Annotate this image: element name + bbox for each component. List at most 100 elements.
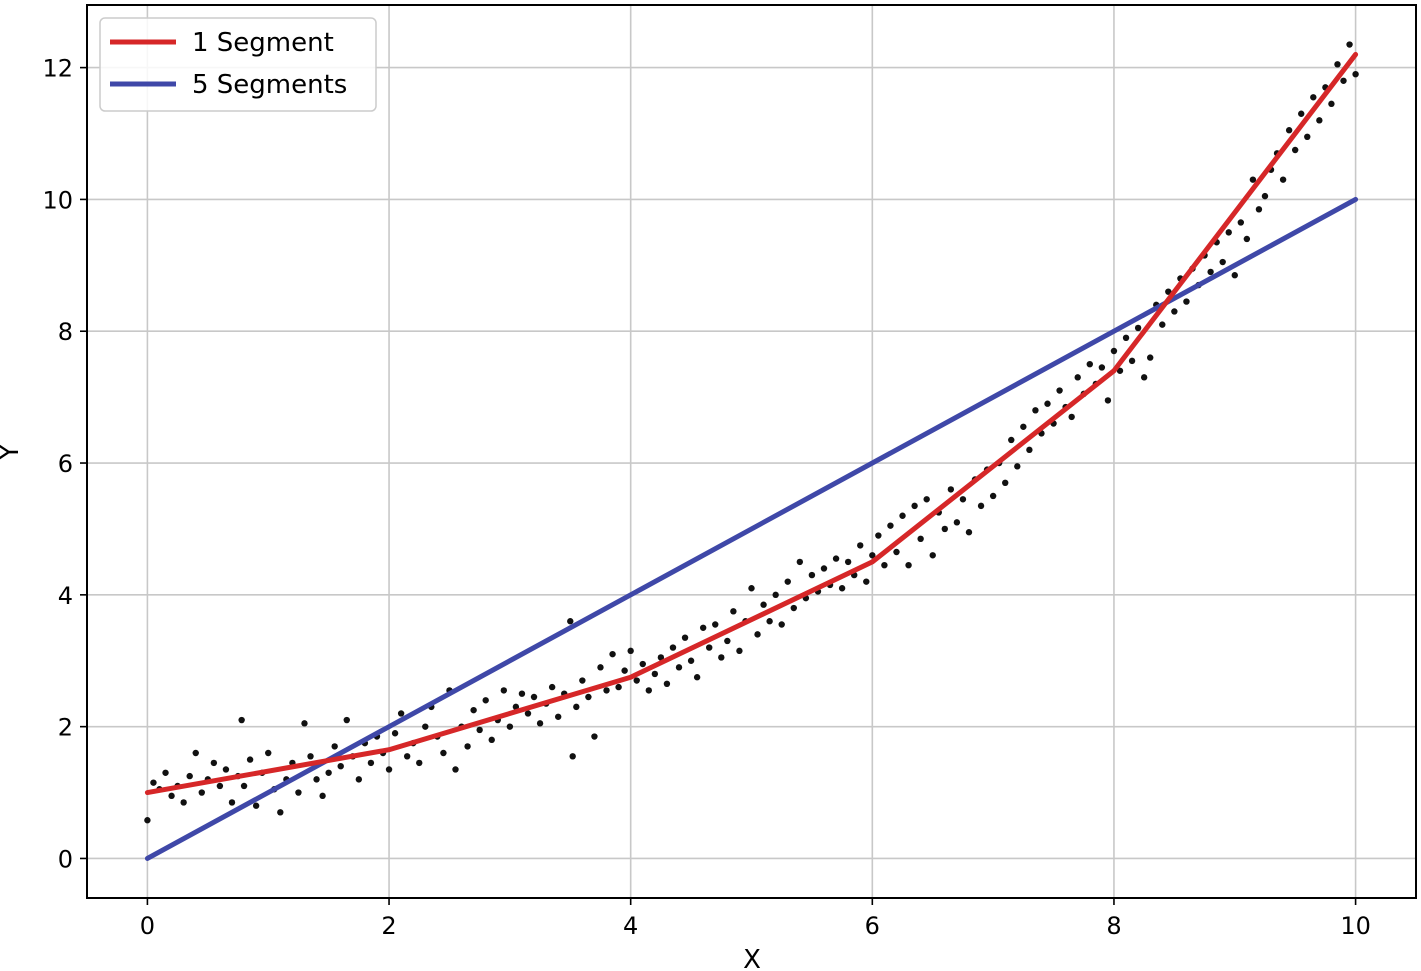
scatter-point xyxy=(216,782,224,790)
scatter-point xyxy=(180,799,187,806)
scatter-points xyxy=(144,41,1359,824)
scatter-point xyxy=(1032,407,1039,414)
scatter-point xyxy=(252,802,260,809)
scatter-point xyxy=(796,558,804,566)
scatter-point xyxy=(313,776,320,783)
scatter-point xyxy=(1352,70,1359,78)
scatter-point xyxy=(1159,321,1166,328)
scatter-point xyxy=(325,769,332,776)
scatter-point xyxy=(470,706,477,714)
scatter-point xyxy=(1056,387,1063,394)
scatter-point xyxy=(403,753,411,760)
scatter-point xyxy=(838,585,846,592)
scatter-point xyxy=(397,710,405,717)
scatter-point xyxy=(1255,206,1263,213)
scatter-point xyxy=(893,548,900,556)
scatter-point xyxy=(1171,308,1178,315)
scatter-point xyxy=(1298,110,1305,117)
scatter-point xyxy=(669,644,677,651)
scatter-point xyxy=(1008,436,1015,444)
scatter-point xyxy=(500,687,508,694)
scatter-point xyxy=(1074,374,1081,381)
scatter-point xyxy=(1346,41,1353,48)
scatter-point xyxy=(1026,446,1033,454)
scatter-point xyxy=(506,723,514,730)
scatter-point xyxy=(947,486,955,493)
scatter-point xyxy=(1334,61,1341,68)
scatter-point xyxy=(277,809,284,816)
scatter-point xyxy=(150,779,157,786)
scatter-point xyxy=(1140,374,1148,381)
scatter-point xyxy=(385,766,393,773)
scatter-point xyxy=(899,512,906,519)
scatter-point xyxy=(1316,117,1323,124)
x-tick-label: 10 xyxy=(1340,912,1371,940)
legend: 1 Segment 5 Segments xyxy=(99,17,377,112)
x-tick-label: 8 xyxy=(1106,912,1121,940)
series-lines xyxy=(144,51,1359,861)
scatter-point xyxy=(784,578,791,585)
scatter-point xyxy=(941,525,949,533)
scatter-point xyxy=(1237,219,1245,226)
scatter-point xyxy=(645,687,653,694)
scatter-point xyxy=(869,552,876,559)
scatter-point xyxy=(1044,400,1051,407)
scatter-point xyxy=(1207,268,1214,276)
scatter-point xyxy=(1328,100,1335,108)
scatter-point xyxy=(1014,463,1021,470)
scatter-point xyxy=(246,756,254,763)
scatter-point xyxy=(959,496,967,503)
y-axis-label: Y xyxy=(0,444,25,461)
scatter-point xyxy=(808,571,816,579)
scatter-point xyxy=(1225,229,1232,236)
scatter-point xyxy=(1285,127,1293,134)
scatter-point xyxy=(724,637,731,645)
scatter-point xyxy=(923,496,930,503)
axis-ticks: 0 2 4 6 8 10 0 2 4 6 8 10 12 xyxy=(42,55,1370,940)
y-tick-label: 8 xyxy=(58,318,73,346)
scatter-point xyxy=(228,799,236,806)
scatter-point xyxy=(518,690,526,697)
scatter-point xyxy=(1340,77,1347,84)
scatter-point xyxy=(820,565,828,572)
scatter-point xyxy=(1279,176,1287,183)
scatter-point xyxy=(609,650,616,658)
scatter-point xyxy=(857,542,864,549)
scatter-point xyxy=(736,647,743,655)
x-tick-label: 4 xyxy=(623,912,638,940)
scatter-point xyxy=(367,759,375,767)
scatter-point xyxy=(343,716,350,724)
scatter-point xyxy=(651,670,659,678)
scatter-point xyxy=(706,644,713,651)
y-tick-label: 10 xyxy=(42,186,73,214)
scatter-point xyxy=(240,782,248,790)
scatter-point xyxy=(621,667,628,674)
scatter-point xyxy=(875,532,882,539)
scatter-point xyxy=(416,759,423,767)
scatter-point xyxy=(772,591,779,599)
y-tick-label: 12 xyxy=(42,55,73,83)
x-tick-label: 6 xyxy=(865,912,880,940)
scatter-point xyxy=(168,792,175,800)
scatter-point xyxy=(760,601,767,608)
scatter-point xyxy=(1147,354,1154,361)
scatter-point xyxy=(295,789,302,796)
scatter-point xyxy=(615,683,622,691)
scatter-point xyxy=(1249,176,1257,183)
scatter-point xyxy=(748,585,755,592)
scatter-point xyxy=(887,522,894,529)
scatter-point xyxy=(573,703,580,711)
scatter-point xyxy=(210,759,218,767)
scatter-point xyxy=(712,621,719,628)
scatter-point xyxy=(1261,192,1269,200)
scatter-point xyxy=(603,687,610,694)
scatter-point xyxy=(337,762,344,770)
scatter-point xyxy=(754,631,761,638)
scatter-point xyxy=(452,766,459,773)
scatter-point xyxy=(530,693,538,701)
scatter-point xyxy=(548,683,556,691)
legend-label: 1 Segment xyxy=(192,28,334,58)
scatter-point xyxy=(989,492,997,500)
y-tick-label: 4 xyxy=(58,582,73,610)
scatter-point xyxy=(162,769,169,776)
